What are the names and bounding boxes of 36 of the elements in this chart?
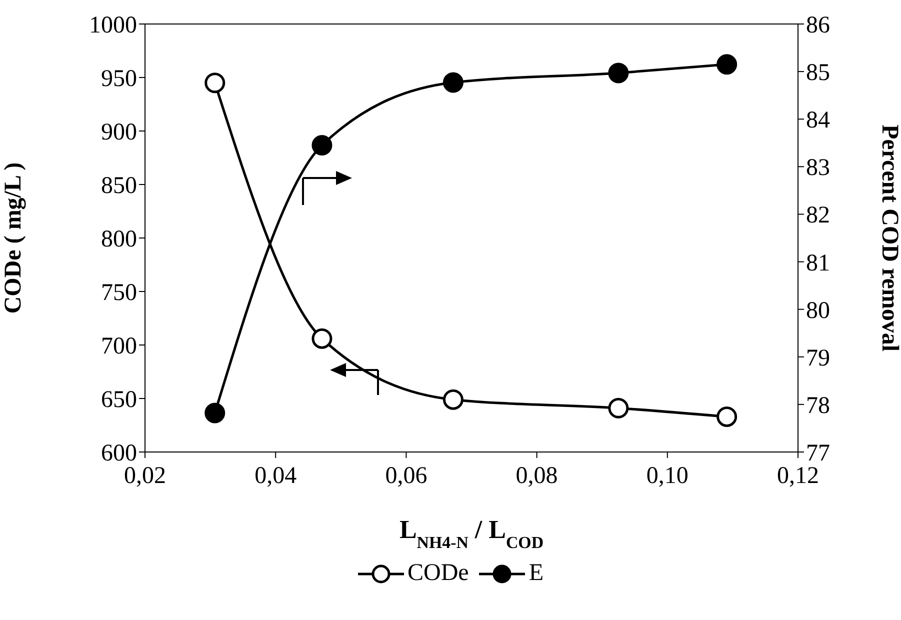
y-tick-label: 700 bbox=[101, 334, 137, 360]
point bbox=[608, 62, 629, 84]
y2-tick-label: 83 bbox=[806, 155, 830, 182]
x-tick-label: 0,04 bbox=[254, 463, 297, 490]
y-tick-label: 750 bbox=[101, 280, 137, 306]
point bbox=[442, 72, 464, 93]
point bbox=[312, 135, 332, 156]
point bbox=[716, 406, 738, 427]
point bbox=[312, 328, 332, 349]
y-tick-label: 950 bbox=[101, 66, 137, 92]
y2-tick-label: 82 bbox=[806, 202, 830, 229]
point bbox=[204, 402, 226, 424]
legend-label: CODe bbox=[408, 560, 469, 587]
y2-tick-label: 78 bbox=[806, 392, 830, 419]
x-tick-label: 0,08 bbox=[516, 463, 558, 490]
x-axis-title: L$_{NH4-N}$ / L$_{COD}$ bbox=[399, 515, 544, 552]
legend-label: E bbox=[528, 560, 544, 587]
y-tick-label: 900 bbox=[101, 120, 137, 146]
y2-tick-label: 80 bbox=[806, 298, 830, 324]
y-tick-label: 850 bbox=[101, 173, 137, 200]
y-tick-label: 1000 bbox=[89, 12, 137, 39]
y2-tick-label: 79 bbox=[806, 345, 830, 372]
y-tick-label: 800 bbox=[101, 226, 137, 253]
point bbox=[608, 398, 629, 418]
y-axis-title: CODe ( mg/L ) bbox=[0, 162, 27, 314]
y2-tick-label: 81 bbox=[806, 250, 830, 276]
y2-tick-label: 84 bbox=[806, 108, 830, 134]
point bbox=[442, 389, 464, 410]
y-tick-label: 650 bbox=[101, 387, 137, 414]
y2-axis-title: Percent COD removal bbox=[876, 124, 901, 352]
point bbox=[204, 72, 226, 94]
y2-tick-label: 86 bbox=[806, 12, 830, 39]
x-tick-label: 0,10 bbox=[646, 463, 688, 490]
y2-tick-label: 85 bbox=[806, 60, 830, 86]
x-tick-label: 0,06 bbox=[385, 463, 428, 490]
point bbox=[716, 54, 738, 75]
